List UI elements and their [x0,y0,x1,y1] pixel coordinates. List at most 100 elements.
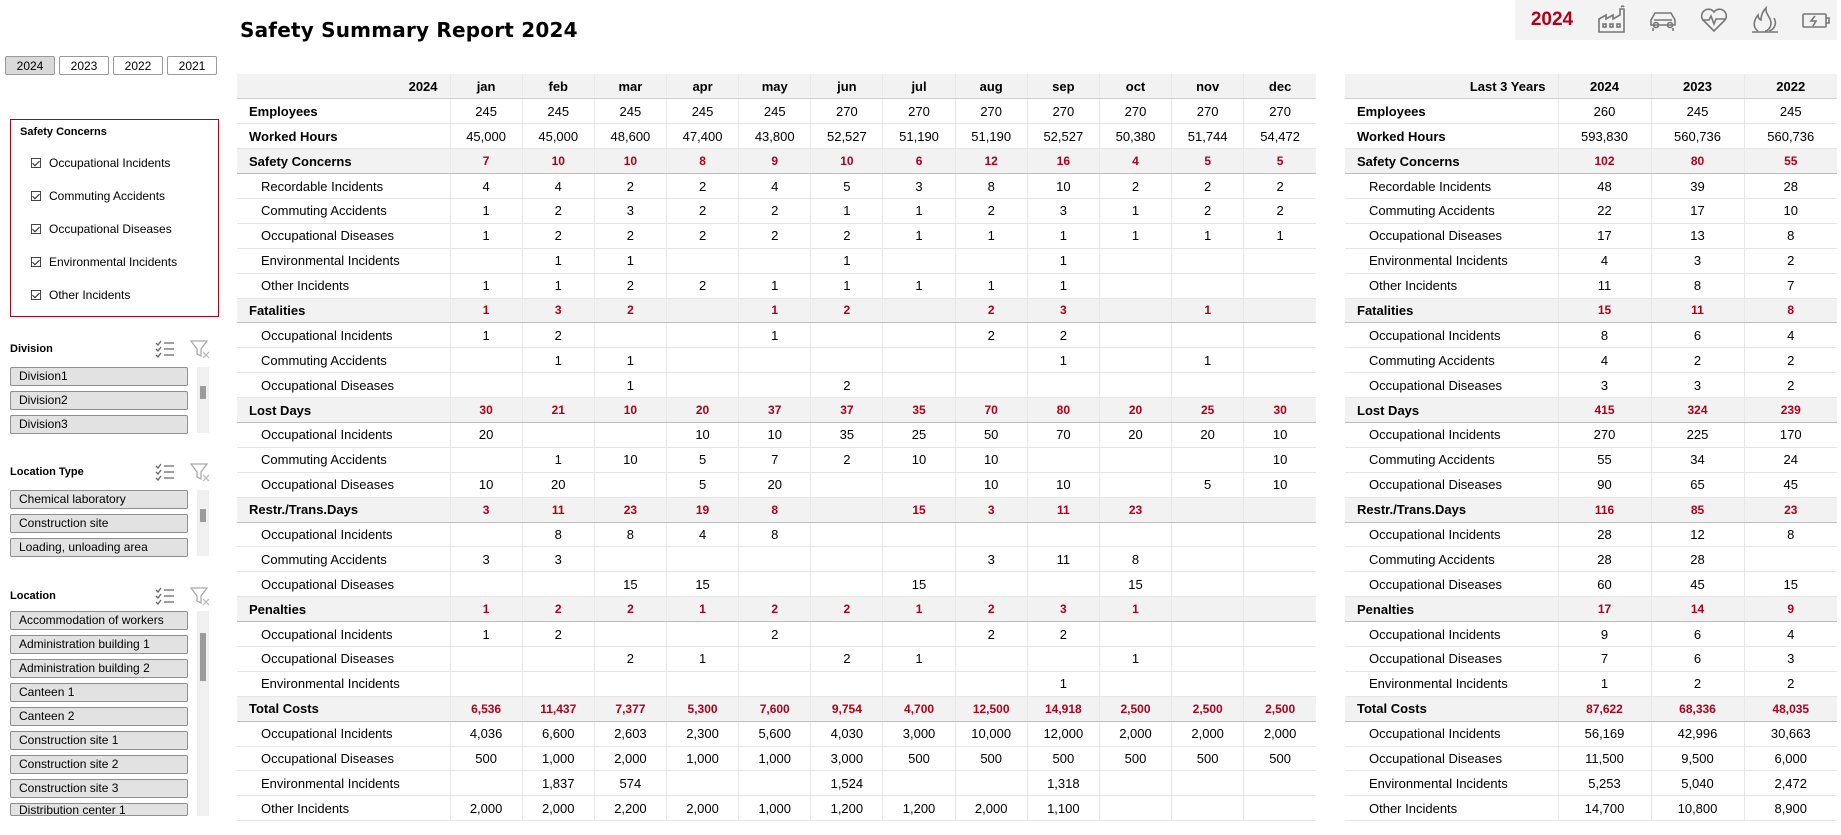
scrollbar-thumb[interactable] [200,386,206,399]
value-cell [665,372,739,399]
value-cell: 2 [665,198,739,224]
value-cell: 19 [665,497,739,523]
value-cell: 2,000 [1243,721,1316,747]
slicer-item-construction-site-3[interactable]: Construction site 3 [10,779,188,798]
value-cell: 5 [810,173,883,199]
checkbox-checked-icon[interactable] [31,257,41,267]
slicer-item-administration-building-2[interactable]: Administration building 2 [10,659,188,678]
slicer-item-construction-site[interactable]: Construction site [10,514,188,533]
slicer-item-administration-building-1[interactable]: Administration building 1 [10,635,188,654]
scrollbar-thumb[interactable] [200,633,206,681]
value-cell [665,546,739,573]
value-cell: 5,040 [1650,770,1744,797]
value-cell: 2,500 [1098,696,1172,722]
forest-fire-icon[interactable] [1747,2,1783,38]
slicer-item-loading-unloading-area[interactable]: Loading, unloading area [10,538,188,557]
value-cell: 35 [810,422,883,448]
table-row-worked-hours: Worked Hours 45,000 45,000 48,600 47,400 43,8… [237,123,1316,150]
value-cell: 2 [954,596,1028,623]
division-scrollbar[interactable] [197,367,209,433]
slicer-item-canteen-2[interactable]: Canteen 2 [10,707,188,726]
location-type-scrollbar[interactable] [197,490,209,556]
location-scrollbar[interactable] [197,611,209,816]
value-cell: 3 [593,198,667,224]
value-cell [665,621,739,647]
slicer-item-construction-site-1[interactable]: Construction site 1 [10,731,188,750]
slicer-item-chemical-laboratory[interactable]: Chemical laboratory [10,490,188,509]
row-label: Occupational Incidents [1345,422,1558,448]
year-button-2023[interactable]: 2023 [59,56,109,75]
table-row-fatalities: Fatalities 15 11 8 [1345,298,1837,324]
row-label: Other Incidents [1345,273,1558,299]
checkbox-commuting-accidents[interactable]: Commuting Accidents [31,189,165,203]
value-cell: 2 [593,596,667,623]
checkbox-occupational-incidents[interactable]: Occupational Incidents [31,156,170,170]
value-cell: 10 [1743,198,1837,224]
battery-icon[interactable] [1798,2,1834,38]
year-button-2022[interactable]: 2022 [113,56,163,75]
value-cell: 8 [954,173,1028,199]
checkbox-checked-icon[interactable] [31,158,41,168]
slicer-item-canteen-1[interactable]: Canteen 1 [10,683,188,702]
slicer-item-division1[interactable]: Division1 [10,367,188,386]
value-cell [1098,322,1172,349]
clear-filter-icon[interactable] [190,462,210,482]
value-cell: 7 [738,447,811,473]
value-cell: 270 [1098,98,1172,125]
checkbox-checked-icon[interactable] [31,191,41,201]
value-cell: 4 [1557,248,1651,274]
checkbox-other-incidents[interactable]: Other Incidents [31,288,130,302]
clear-filter-icon[interactable] [190,586,210,606]
checkbox-occupational-diseases[interactable]: Occupational Diseases [31,222,172,236]
value-cell: 2 [810,596,883,623]
value-cell [1098,447,1172,473]
year-button-2021[interactable]: 2021 [167,56,217,75]
header-cell: jan [449,74,523,100]
row-label: Occupational Diseases [237,646,451,672]
car-icon[interactable] [1645,2,1681,38]
value-cell: 80 [1650,148,1744,175]
header-cell: 2024 [1557,74,1651,100]
factory-icon[interactable] [1594,2,1630,38]
slicer-item-division3[interactable]: Division3 [10,415,188,434]
checkbox-checked-icon[interactable] [31,224,41,234]
row-label: Restr./Trans.Days [237,497,451,523]
multi-select-icon[interactable] [155,339,175,359]
row-label: Total Costs [237,696,451,722]
slicer-item-construction-site-2[interactable]: Construction site 2 [10,755,188,774]
value-cell: 13 [1650,223,1744,249]
value-cell [1243,372,1316,399]
value-cell: 3 [1026,198,1100,224]
value-cell: 1 [1557,671,1651,697]
clear-filter-icon[interactable] [190,339,210,359]
slicer-item-accommodation-of-workers[interactable]: Accommodation of workers [10,611,188,630]
value-cell [593,422,667,448]
value-cell: 270 [810,98,883,125]
value-cell [1243,522,1316,548]
value-cell: 21 [521,397,595,423]
value-cell: 6,536 [449,696,523,722]
value-cell [810,621,883,647]
year-button-2024[interactable]: 2024 [5,56,55,75]
multi-select-icon[interactable] [155,586,175,606]
table-row-occupational-diseases: Occupational Diseases 11,500 9,500 6,000 [1345,746,1837,772]
safety-concerns-filter: Safety Concerns Occupational Incidents C… [10,119,219,317]
table-row-restr-trans-days: Restr./Trans.Days 116 85 23 [1345,497,1837,523]
multi-select-icon[interactable] [155,462,175,482]
slicer-item-division2[interactable]: Division2 [10,391,188,410]
value-cell: 9,754 [810,696,883,722]
slicer-item-distribution-center-1[interactable]: Distribution center 1 [10,803,188,816]
value-cell: 245 [665,98,739,125]
checkbox-checked-icon[interactable] [31,290,41,300]
value-cell: 87,622 [1557,696,1651,722]
value-cell: 11 [1026,546,1100,573]
value-cell: 51,744 [1171,123,1244,150]
value-cell: 30 [449,397,523,423]
row-label: Fatalities [1345,298,1558,324]
value-cell: 1 [882,273,956,299]
value-cell: 7 [1557,646,1651,672]
checkbox-environmental-incidents[interactable]: Environmental Incidents [31,255,177,269]
scrollbar-thumb[interactable] [200,509,206,522]
heartbeat-icon[interactable] [1696,2,1732,38]
value-cell: 10 [810,148,883,175]
